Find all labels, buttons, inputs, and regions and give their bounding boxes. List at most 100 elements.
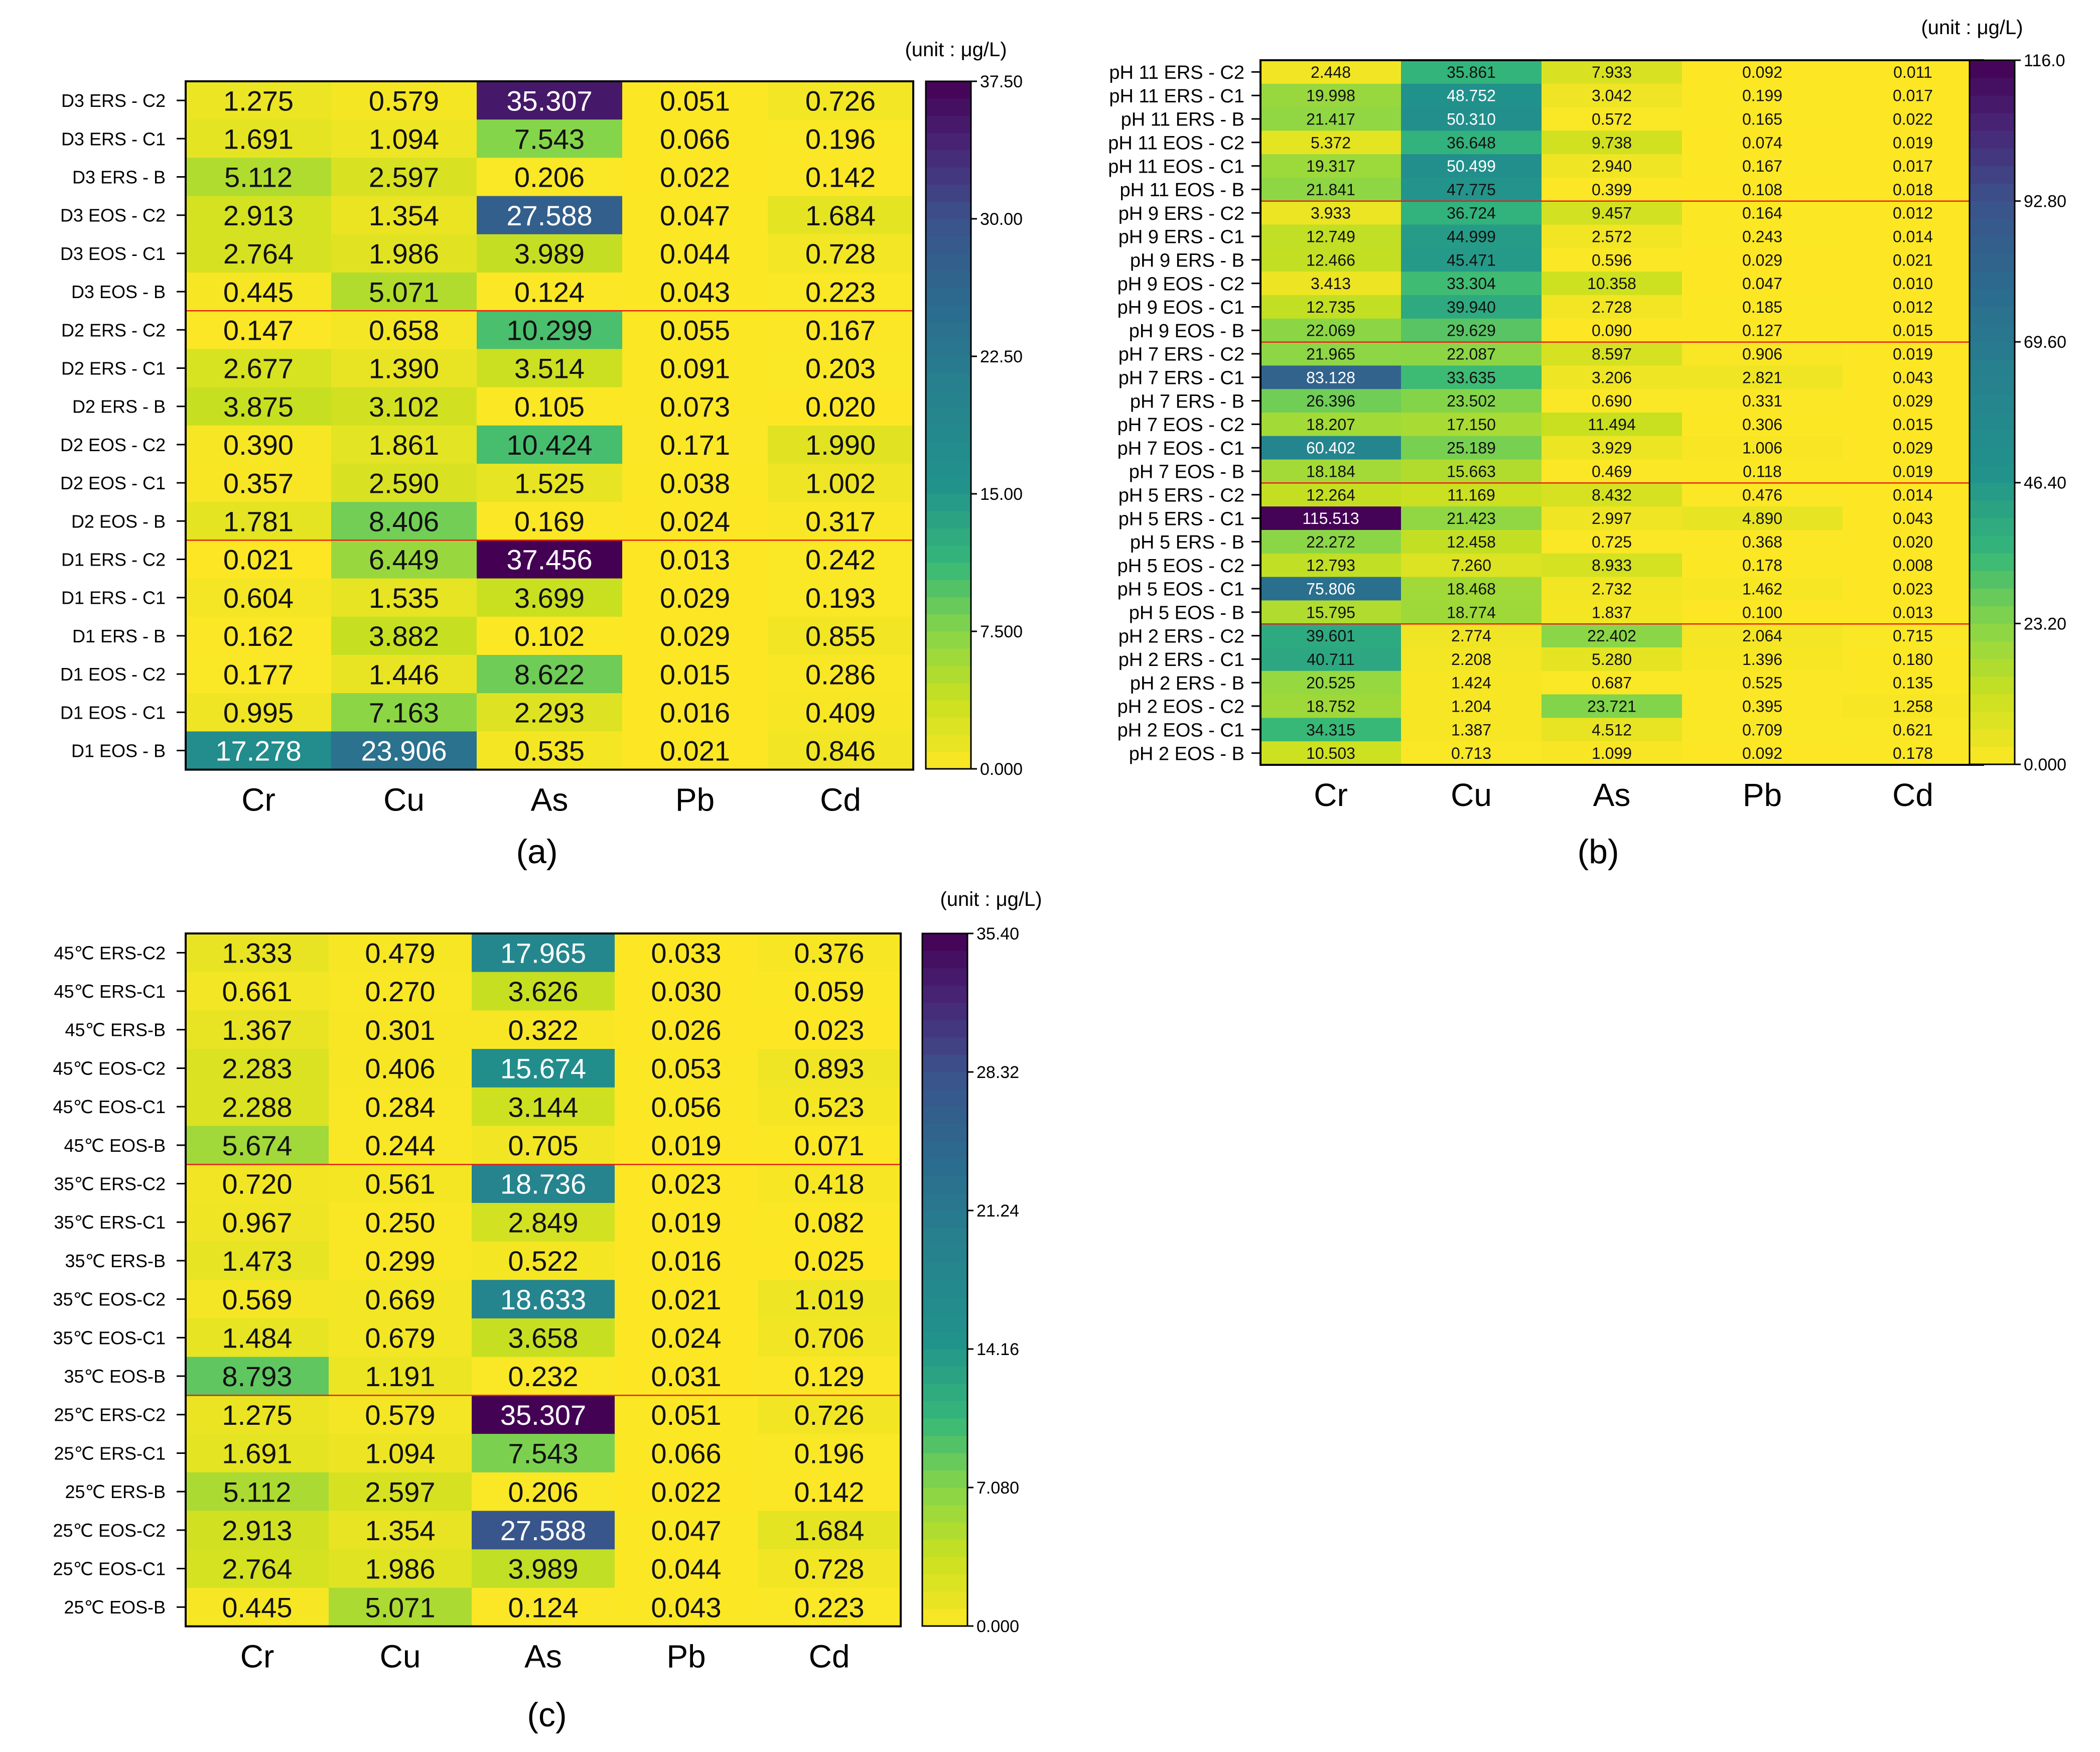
heatmap-cell [622,311,768,349]
row-label: D3 EOS - B [71,282,166,302]
colorbar-band [922,1141,967,1159]
heatmap-cell [1843,600,1984,624]
heatmap-cell [1401,272,1542,296]
cell-value-label: 0.661 [222,976,292,1007]
heatmap-cell [1401,577,1542,601]
cell-value-label: 0.180 [1893,650,1933,668]
cell-value-label: 0.013 [660,544,730,576]
heatmap-cell [1682,741,1843,765]
cell-value-label: 12.735 [1306,298,1355,316]
cell-value-label: 0.074 [1742,133,1782,152]
cell-value-label: 0.147 [223,314,294,346]
cell-value-label: 10.299 [506,314,592,346]
row-label: pH 7 ERS - C2 [1118,344,1244,365]
cell-value-label: 1.525 [514,467,585,499]
cell-value-label: 0.142 [805,162,876,193]
column-label: Cr [1314,777,1348,813]
heatmap-cell [186,158,332,197]
colorbar-band [1970,201,2015,219]
cell-value-label: 7.543 [514,123,585,155]
row-label: pH 7 EOS - C2 [1117,415,1244,436]
heatmap-cell [331,731,477,770]
cell-value-label: 2.208 [1451,650,1491,668]
cell-value-label: 50.499 [1447,157,1496,175]
cell-value-label: 10.358 [1587,275,1636,293]
cell-value-label: 0.728 [794,1553,864,1585]
cell-value-label: 7.543 [508,1438,578,1469]
heatmap-cell [477,693,623,732]
colorbar-band [926,528,971,546]
heatmap-cell [1401,459,1542,483]
heatmap-cell [186,1202,329,1242]
cell-value-label: 2.913 [222,1515,292,1546]
heatmap-cell [1401,647,1542,671]
row-label: pH 2 EOS - B [1129,743,1244,764]
column-label: As [524,1639,562,1675]
colorbar-band [1970,623,2015,641]
colorbar-tick-label: 35.40 [976,924,1019,944]
heatmap-cell [472,1318,615,1358]
row-label: 25℃ ERS-C2 [54,1405,166,1425]
heatmap-cell [1843,295,1984,319]
heatmap-cell [615,1241,758,1280]
heatmap-cell [758,1087,901,1126]
heatmap-cell [622,616,768,655]
heatmap-cell [1261,201,1402,225]
colorbar-band [922,1228,967,1246]
row-label: pH 5 EOS - C1 [1117,579,1244,600]
heatmap-cell [1401,553,1542,578]
heatmap-cell [1542,201,1683,225]
row-label: 35℃ ERS-C1 [54,1212,166,1233]
heatmap-cell [331,119,477,158]
colorbar-tick-label: 116.0 [2024,51,2065,70]
row-label: pH 11 EOS - B [1119,180,1244,201]
heatmap-cell [1261,224,1402,248]
heatmap-cell [1401,154,1542,178]
heatmap-cell [329,972,472,1011]
heatmap-cell [477,540,623,579]
cell-value-label: 22.402 [1587,627,1636,645]
cell-value-label: 35.307 [506,85,592,116]
heatmap-cell [1682,389,1843,413]
cell-value-label: 12.793 [1306,557,1355,575]
row-label: pH 2 ERS - B [1130,673,1244,694]
heatmap-cell [472,1280,615,1319]
heatmap-cell [1401,318,1542,343]
colorbar-border [925,80,972,770]
colorbar-tick-label: 28.32 [976,1063,1019,1082]
heatmap-cell [1261,248,1402,272]
cell-value-label: 1.684 [805,200,876,231]
cell-value-label: 0.118 [1743,463,1782,481]
row-label: 45℃ EOS-C1 [53,1097,166,1117]
colorbar-band [922,1262,967,1280]
cell-value-label: 0.244 [365,1130,435,1161]
cell-value-label: 7.260 [1451,557,1491,575]
row-label: pH 2 ERS - C2 [1118,626,1244,647]
heatmap-cell [1843,483,1984,507]
colorbar-band [1970,271,2015,290]
row-label: pH 5 EOS - C2 [1117,556,1244,577]
cell-value-label: 0.203 [805,353,876,384]
cell-value-label: 0.043 [660,276,730,308]
heatmap-cell [615,1395,758,1434]
heatmap-cell [186,1357,329,1396]
column-label: Cd [809,1639,850,1675]
colorbar-band [1970,535,2015,554]
cell-value-label: 0.020 [805,391,876,423]
heatmap-cell [758,1318,901,1358]
cell-value-label: 0.621 [1893,721,1933,739]
heatmap-panel-2: 2.448 35.861 7.933 0.092 0.011 19.998 48.752 3.… [1108,17,2066,871]
cell-value-label: 0.206 [508,1476,578,1508]
colorbar-band [926,614,971,632]
cell-value-label: 0.024 [651,1322,721,1354]
heatmap-cell [472,1049,615,1088]
heatmap-cell [477,731,623,770]
colorbar-band [926,219,971,236]
heatmap-cell [186,1549,329,1588]
cell-value-label: 0.010 [1893,275,1933,293]
heatmap-cell [477,502,623,541]
colorbar-tick-label: 92.80 [2024,192,2066,211]
cell-value-label: 0.019 [1893,463,1933,481]
colorbar-band [922,1193,967,1211]
heatmap-cell [622,464,768,502]
